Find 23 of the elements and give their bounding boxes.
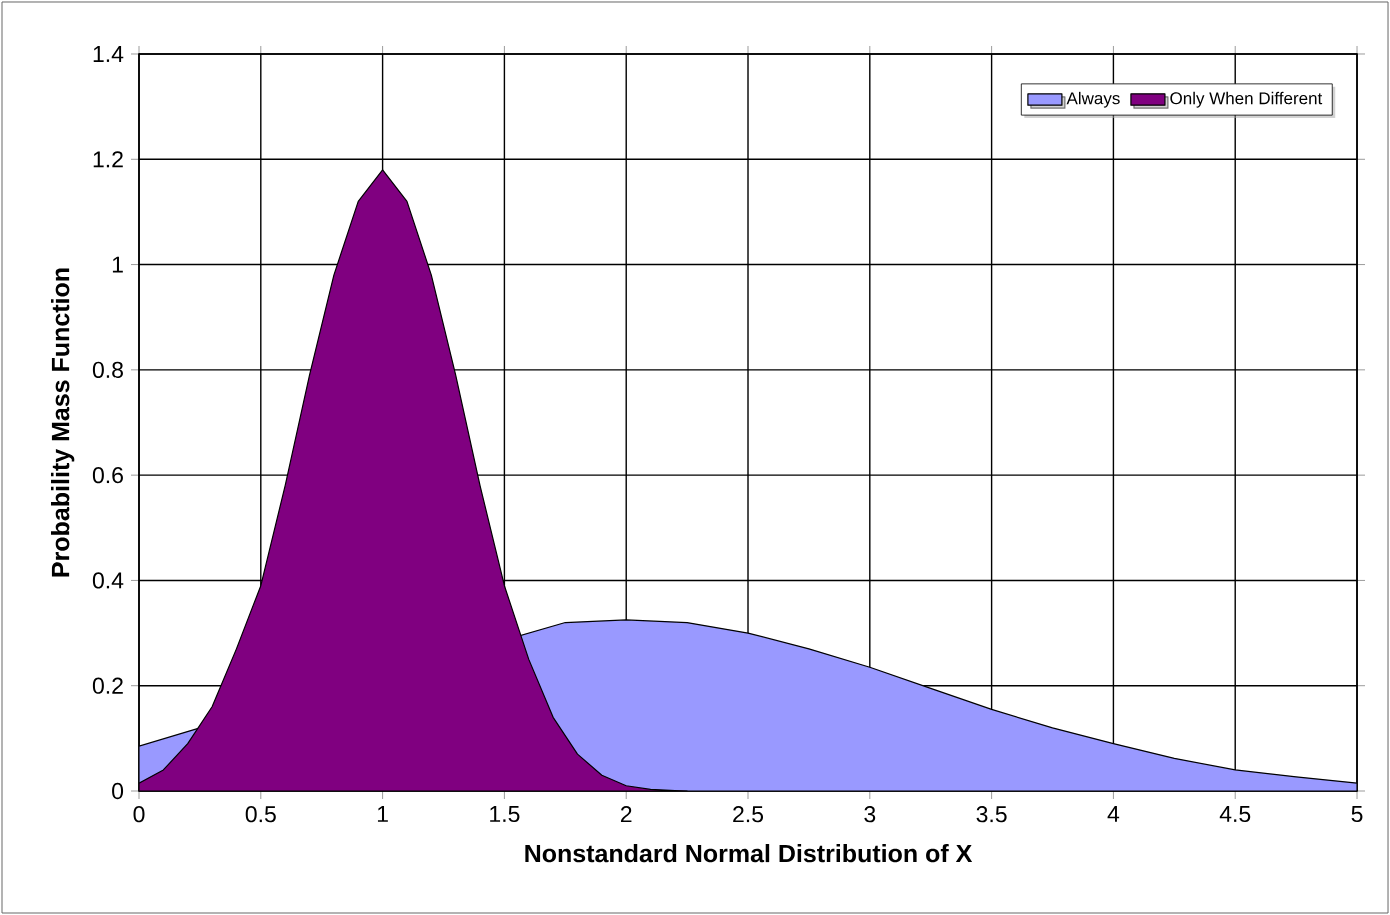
y-tick-label: 0 <box>112 782 124 800</box>
x-tick-label: 3.5 <box>976 806 1007 823</box>
x-tick-label: 1.5 <box>490 806 520 823</box>
legend-label: Only When Different <box>1170 91 1323 108</box>
x-axis-title: Nonstandard Normal Distribution of X <box>525 843 973 863</box>
y-tick-label: 1 <box>112 256 123 273</box>
y-tick-label: 0.6 <box>92 466 123 484</box>
y-tick-label: 1.4 <box>93 46 124 62</box>
y-tick-label: 0.2 <box>92 677 123 694</box>
x-tick-label: 1 <box>377 806 388 822</box>
y-tick-label: 0.8 <box>92 361 123 378</box>
y-tick-label: 1.2 <box>93 151 123 168</box>
x-tick-label: 0 <box>133 806 145 823</box>
legend-label: Always <box>1066 91 1120 108</box>
x-tick-label: 0.5 <box>245 806 276 823</box>
y-axis-title: Probability Mass Function <box>51 268 75 577</box>
x-tick-label: 3 <box>864 806 876 823</box>
y-tick-label: 0.4 <box>92 572 124 589</box>
x-tick-label: 4 <box>1107 806 1120 822</box>
x-tick-label: 2.5 <box>733 806 764 823</box>
x-tick-label: 5 <box>1351 806 1363 823</box>
x-tick-label: 4.5 <box>1219 806 1251 823</box>
x-tick-label: 2 <box>620 806 632 823</box>
